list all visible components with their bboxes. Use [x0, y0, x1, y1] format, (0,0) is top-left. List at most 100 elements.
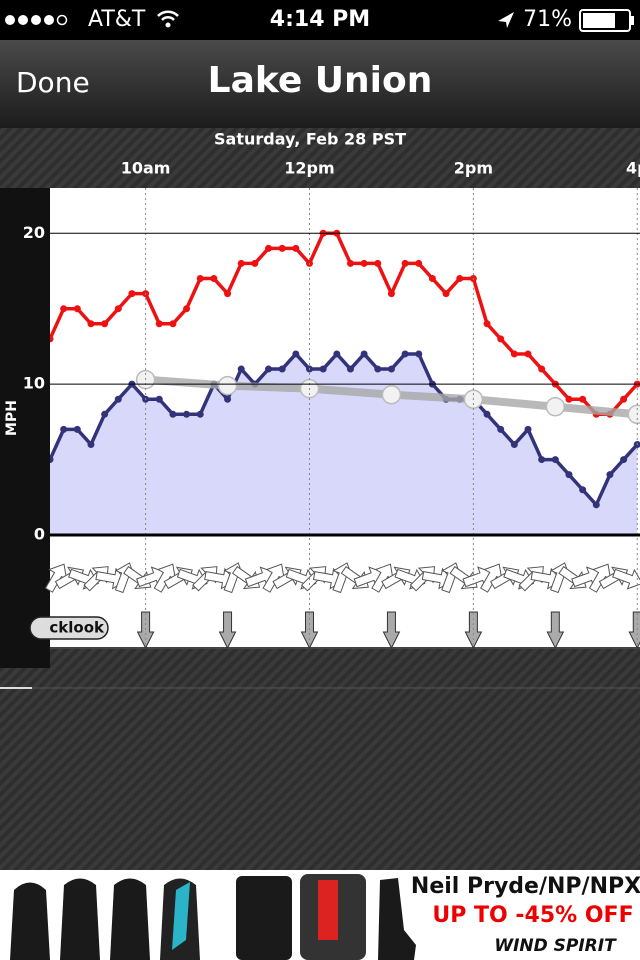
point: [538, 365, 546, 373]
forecast-direction-arrow: [218, 611, 237, 650]
point: [401, 259, 409, 267]
battery-percent: 71%: [523, 7, 572, 32]
point: [73, 305, 81, 313]
point: [620, 395, 628, 403]
point: [360, 350, 368, 358]
point: [224, 395, 232, 403]
point: [155, 395, 163, 403]
point: [169, 410, 177, 418]
x-tick-label: 4p: [626, 159, 640, 178]
point: [183, 305, 191, 313]
direction-arrow: [44, 563, 68, 593]
point: [114, 305, 122, 313]
point: [128, 290, 136, 298]
point: [196, 410, 204, 418]
point: [415, 259, 423, 267]
point: [565, 395, 573, 403]
point: [592, 501, 600, 509]
y-tick-label: 10: [23, 374, 45, 393]
direction-arrow: [262, 563, 285, 593]
signal: [5, 14, 68, 26]
point: [292, 350, 300, 358]
point: [346, 365, 354, 373]
point: [510, 440, 518, 448]
point: [428, 275, 436, 283]
point: [538, 456, 546, 464]
nav-bar: [0, 40, 640, 128]
nav-title: Lake Union: [208, 60, 433, 101]
ad-headline: Neil Pryde/NP/NPX: [411, 874, 640, 899]
quicklook-button[interactable]: [29, 616, 109, 640]
point: [565, 471, 573, 479]
point: [87, 440, 95, 448]
point: [497, 335, 505, 343]
plot: [50, 229, 640, 535]
y-axis-label: MPH: [4, 400, 20, 436]
done-button[interactable]: Done: [16, 66, 90, 99]
location-icon: [498, 12, 514, 28]
quicklook-label[interactable]: cklook: [49, 619, 105, 637]
direction-arrow: [588, 563, 612, 593]
forecast-point: [381, 384, 402, 405]
x-tick-label: 10am: [121, 159, 171, 178]
status-bar: [0, 0, 640, 40]
point: [87, 320, 95, 328]
point: [278, 244, 286, 252]
point: [319, 365, 327, 373]
point: [265, 244, 273, 252]
point: [224, 290, 232, 298]
point: [524, 425, 532, 433]
point: [251, 259, 259, 267]
wifi: [165, 22, 171, 28]
direction-arrow: [480, 563, 503, 593]
point: [73, 425, 81, 433]
point: [101, 410, 109, 418]
wifi: [157, 10, 179, 21]
point: [292, 244, 300, 252]
chart-title: Saturday, Feb 28 PST: [214, 130, 406, 149]
point: [415, 350, 423, 358]
point: [620, 456, 628, 464]
point: [551, 456, 559, 464]
point: [579, 395, 587, 403]
point: [60, 425, 68, 433]
point: [169, 320, 177, 328]
point: [183, 410, 191, 418]
point: [196, 275, 204, 283]
direction-arrow: [153, 563, 177, 593]
ad-wetsuits: [10, 874, 416, 960]
point: [114, 395, 122, 403]
x-tick-label: 12pm: [284, 159, 334, 178]
carrier: AT&T: [88, 7, 146, 32]
forecast-direction-arrow: [382, 611, 401, 650]
point: [50, 456, 54, 464]
battery: [579, 9, 631, 32]
forecast-point: [217, 375, 238, 396]
clock: 4:14 PM: [270, 7, 370, 32]
point: [155, 320, 163, 328]
point: [456, 275, 464, 283]
point: [524, 350, 532, 358]
forecast-direction-arrow: [546, 611, 565, 650]
point: [401, 350, 409, 358]
point: [360, 259, 368, 267]
point: [579, 486, 587, 494]
area: [50, 353, 638, 535]
point: [346, 259, 354, 267]
y-tick-label: 0: [34, 525, 45, 544]
point: [374, 259, 382, 267]
point: [606, 471, 614, 479]
point: [210, 275, 218, 283]
ad-brand: WIND SPIRIT: [494, 936, 617, 956]
point: [101, 320, 109, 328]
ad-offer: UP TO -45% OFF: [432, 903, 633, 928]
point: [510, 350, 518, 358]
point: [278, 365, 286, 373]
point: [333, 350, 341, 358]
direction-band: [44, 562, 640, 650]
y-axis-panel: [0, 188, 50, 668]
point: [50, 335, 54, 343]
point: [387, 290, 395, 298]
point: [60, 305, 68, 313]
point: [483, 320, 491, 328]
